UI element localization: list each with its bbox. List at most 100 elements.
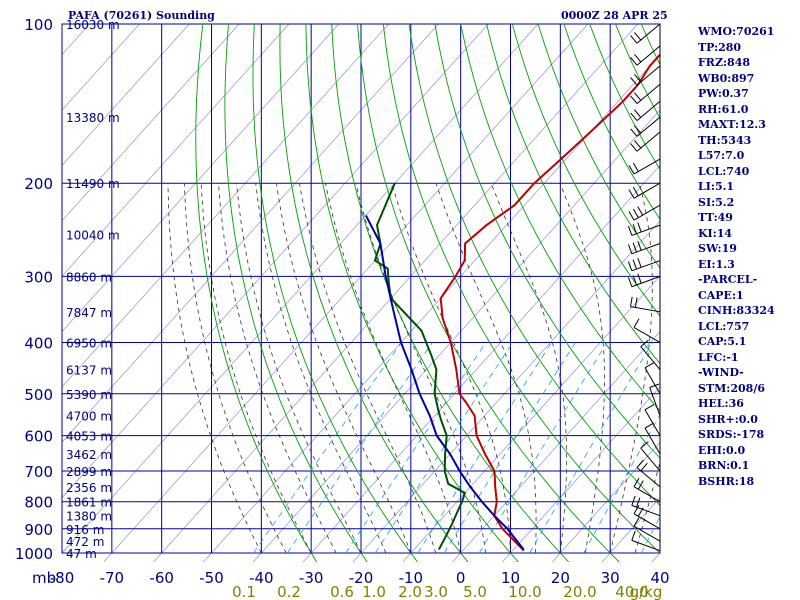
isotherm-line — [252, 109, 660, 562]
dry-adiabat — [331, 24, 570, 562]
y-axis-unit-label: mb — [32, 569, 56, 587]
dry-adiabat — [434, 24, 660, 459]
stat-item: CAP:5.1 — [698, 335, 747, 348]
wind-barb-flag — [630, 143, 638, 152]
wind-barb — [644, 367, 661, 395]
wind-barb — [633, 204, 661, 221]
temperature-tick-label: -30 — [299, 569, 324, 587]
wind-barb — [640, 447, 661, 472]
wind-barb-flag — [633, 504, 640, 515]
wind-barb-flag — [634, 32, 642, 41]
stat-item: KI:14 — [698, 226, 733, 240]
height-label: 13380 m — [66, 111, 120, 125]
isotherm-line — [452, 331, 660, 562]
wind-barb — [631, 539, 661, 552]
stat-item: LCL:740 — [698, 164, 750, 178]
wind-barb-flag — [632, 162, 639, 172]
mixing-ratio-line — [253, 342, 402, 554]
wind-barb-flag — [636, 459, 644, 468]
height-label: 1861 m — [66, 496, 112, 510]
wind-barb — [636, 116, 661, 137]
wind-barb — [644, 427, 661, 455]
isotherm-line — [0, 24, 40, 564]
stat-item: EHI:0.0 — [698, 443, 746, 457]
height-label: 1380 m — [66, 510, 112, 524]
height-label: 6137 m — [66, 364, 112, 378]
moist-adiabat — [325, 183, 462, 554]
height-label: 10040 m — [66, 229, 120, 243]
parcel-line — [365, 214, 525, 551]
mixing-ratio-label: 0.2 — [277, 583, 301, 600]
wind-barb-flag — [637, 257, 642, 268]
temperature-tick-label: -10 — [399, 569, 424, 587]
wind-barb — [636, 131, 661, 152]
wind-barb-flag — [637, 222, 642, 233]
moist-adiabat — [435, 183, 537, 554]
isotherm-line — [62, 24, 240, 222]
dry-adiabat — [796, 24, 800, 564]
stat-item: FRZ:848 — [698, 56, 751, 69]
pressure-tick-label: 300 — [24, 268, 53, 286]
isotherm-line — [103, 24, 589, 562]
wind-barb — [633, 525, 661, 542]
moist-adiabat — [276, 183, 412, 554]
wind-barb-flag — [630, 296, 633, 307]
dry-adiabat — [537, 24, 660, 269]
wind-barb-flag — [634, 73, 642, 83]
dry-adiabat — [279, 24, 469, 562]
stat-item: LCL:757 — [698, 319, 750, 333]
isotherm-line — [62, 24, 539, 554]
wind-barb-flag — [632, 186, 639, 196]
height-label: 2356 m — [66, 481, 112, 495]
dry-adiabat — [357, 24, 620, 562]
wind-barb-flag — [627, 277, 633, 287]
height-label: 6950 m — [66, 336, 112, 350]
height-label: 4053 m — [66, 430, 112, 444]
dry-adiabat — [224, 24, 368, 562]
height-label: 8860 m — [66, 270, 112, 284]
wind-barb — [636, 45, 661, 66]
moist-adiabat — [299, 183, 437, 554]
stat-item: RH:61.0 — [698, 102, 749, 116]
wind-barb-flag — [644, 404, 654, 411]
moist-adiabat — [167, 183, 262, 554]
wind-barb-flag — [627, 225, 633, 236]
temperature-tick-label: 40 — [650, 569, 669, 587]
mixing-ratio-line — [417, 342, 552, 554]
stats-panel: WMO:70261 TP:280 FRZ:848 WB0:897 PW:0.37 RH:6… — [698, 24, 775, 489]
moist-adiabat — [236, 183, 362, 554]
temperature-tick-label: -20 — [349, 569, 374, 587]
moist-adiabat — [559, 183, 605, 554]
mixing-ratio-line — [286, 342, 433, 554]
pressure-tick-label: 500 — [24, 386, 53, 404]
stat-item: EI:1.3 — [698, 257, 735, 271]
dry-adiabat — [305, 24, 519, 562]
stat-item: HEL:36 — [698, 397, 744, 410]
height-label: 3462 m — [66, 448, 112, 462]
moist-adiabat — [200, 183, 312, 554]
wind-barb — [636, 83, 661, 104]
wind-barb-flag — [634, 297, 638, 308]
mixing-ratio-label: g/kg — [630, 583, 663, 600]
pressure-tick-label: 800 — [24, 494, 53, 512]
background-lines-layer — [0, 24, 800, 564]
height-label: 11490 m — [66, 177, 120, 191]
stat-item: BSHR:18 — [698, 474, 755, 488]
stat-item: WB0:897 — [698, 71, 755, 85]
wind-barb-flag — [628, 189, 635, 199]
isotherm-line — [62, 24, 389, 388]
wind-barb — [633, 158, 661, 175]
wind-barb-flag — [644, 362, 654, 369]
temperature-tick-label: -50 — [199, 569, 224, 587]
wind-barb-flag — [649, 383, 660, 388]
mixing-ratio-line — [345, 342, 487, 554]
stat-item: TT:49 — [698, 211, 733, 224]
mixing-ratio-label: 0.6 — [330, 583, 354, 600]
temperature-line — [439, 53, 660, 552]
stat-item: CAPE:1 — [698, 288, 744, 302]
mixing-ratio-line — [583, 413, 660, 554]
stat-item: BRN:0.1 — [698, 459, 750, 472]
wind-barb-flag — [630, 35, 638, 44]
